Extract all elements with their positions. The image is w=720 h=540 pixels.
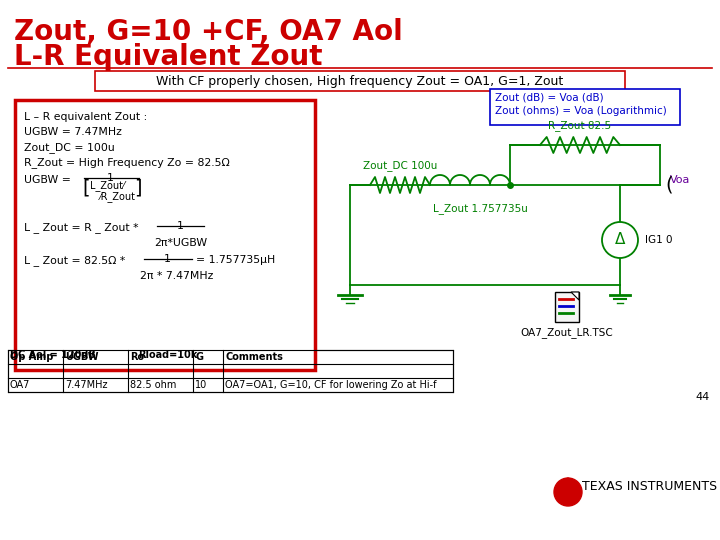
- Text: OA7: OA7: [10, 380, 30, 390]
- Text: 44: 44: [696, 392, 710, 402]
- Text: UGBW: UGBW: [65, 352, 99, 362]
- Polygon shape: [571, 292, 579, 300]
- Bar: [8, 350, 453, 392]
- Polygon shape: [560, 478, 576, 504]
- Text: TEXAS INSTRUMENTS: TEXAS INSTRUMENTS: [582, 480, 717, 492]
- Text: 1: 1: [163, 254, 171, 264]
- Text: 2π * 7.47MHz: 2π * 7.47MHz: [140, 271, 213, 281]
- Text: Zout (dB) = Voa (dB): Zout (dB) = Voa (dB): [495, 93, 603, 103]
- Text: 82.5 ohm: 82.5 ohm: [130, 380, 176, 390]
- Text: R_Zout = High Frequency Zo = 82.5Ω: R_Zout = High Frequency Zo = 82.5Ω: [24, 157, 230, 168]
- Text: 1: 1: [176, 221, 184, 231]
- Text: IG1 0: IG1 0: [645, 235, 672, 245]
- Text: G: G: [195, 352, 203, 362]
- Text: Zout_DC = 100u: Zout_DC = 100u: [24, 142, 114, 153]
- Text: Op Amp: Op Amp: [10, 352, 53, 362]
- Text: ]: ]: [134, 179, 142, 198]
- Text: = 1.757735μH: = 1.757735μH: [196, 255, 275, 265]
- Bar: [95, 71, 625, 91]
- Circle shape: [554, 478, 582, 506]
- Text: 2π*UGBW: 2π*UGBW: [154, 238, 207, 248]
- Text: OA7_Zout_LR.TSC: OA7_Zout_LR.TSC: [521, 327, 613, 338]
- Text: 7.47MHz: 7.47MHz: [65, 380, 107, 390]
- Text: Zout, G=10 +CF, OA7 Aol: Zout, G=10 +CF, OA7 Aol: [14, 18, 402, 46]
- Text: L _ Zout = R _ Zout *: L _ Zout = R _ Zout *: [24, 222, 138, 233]
- Text: L _ Zout = 82.5Ω *: L _ Zout = 82.5Ω *: [24, 255, 125, 266]
- Text: (: (: [665, 176, 672, 194]
- Circle shape: [602, 222, 638, 258]
- Bar: [15, 100, 315, 370]
- Text: ⁄R_Zout: ⁄R_Zout: [100, 191, 136, 202]
- Text: 10: 10: [195, 380, 207, 390]
- Text: L_Zout⁄: L_Zout⁄: [90, 180, 125, 191]
- Text: L – R equivalent Zout :: L – R equivalent Zout :: [24, 112, 148, 122]
- Text: UGBW =: UGBW =: [24, 175, 71, 185]
- Text: Rload=10k: Rload=10k: [138, 350, 197, 360]
- Text: Zout_DC 100u: Zout_DC 100u: [363, 160, 437, 171]
- Text: Voa: Voa: [670, 175, 690, 185]
- Text: L-R Equivalent Zout: L-R Equivalent Zout: [14, 43, 323, 71]
- Text: Zout (ohms) = Voa (Logarithmic): Zout (ohms) = Voa (Logarithmic): [495, 106, 667, 116]
- Text: OA7=OA1, G=10, CF for lowering Zo at Hi-f: OA7=OA1, G=10, CF for lowering Zo at Hi-…: [225, 380, 436, 390]
- Text: With CF properly chosen, High frequency Zout = OA1, G=1, Zout: With CF properly chosen, High frequency …: [156, 75, 564, 87]
- Text: [: [: [82, 179, 89, 198]
- Text: UGBW = 7.47MHz: UGBW = 7.47MHz: [24, 127, 122, 137]
- Text: DC Aol = 120dB: DC Aol = 120dB: [10, 350, 96, 360]
- Bar: [490, 89, 680, 125]
- Text: Ro: Ro: [130, 352, 144, 362]
- Text: Δ: Δ: [615, 233, 625, 247]
- Text: L_Zout 1.757735u: L_Zout 1.757735u: [433, 203, 528, 214]
- Text: 1: 1: [107, 173, 114, 183]
- Text: R_Zout 82.5: R_Zout 82.5: [549, 120, 611, 131]
- Bar: [555, 292, 579, 322]
- Text: Comments: Comments: [225, 352, 283, 362]
